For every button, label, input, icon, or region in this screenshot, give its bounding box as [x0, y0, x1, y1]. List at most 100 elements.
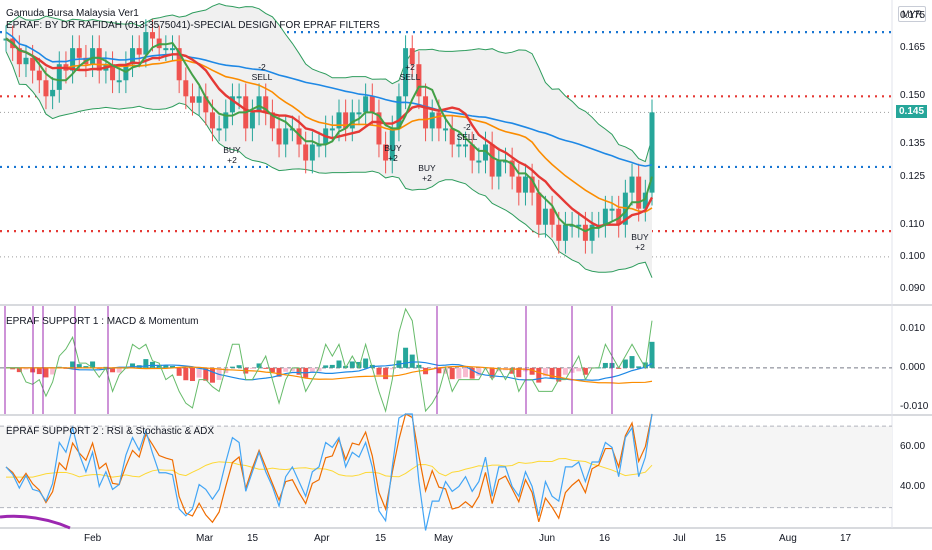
candle-body — [30, 57, 36, 71]
candle-body — [196, 96, 202, 103]
macd-histogram-bar — [23, 367, 29, 370]
candle-body — [629, 176, 635, 193]
candle-body — [276, 128, 282, 145]
macd-histogram-bar — [283, 367, 289, 372]
candle-body — [476, 160, 482, 163]
candle-body — [263, 96, 269, 113]
candle-body — [169, 48, 175, 51]
macd-histogram-bar — [436, 367, 442, 374]
macd-histogram-bar — [223, 367, 229, 374]
candle-body — [542, 208, 548, 225]
candle-body — [76, 48, 82, 58]
macd-histogram-bar — [316, 367, 322, 372]
macd-histogram-bar — [509, 367, 515, 374]
macd-histogram-bar — [70, 361, 76, 368]
candle-body — [209, 112, 215, 129]
candle-body — [582, 224, 588, 241]
macd-histogram-bar — [649, 341, 655, 368]
signal-label: -2 SELL — [456, 122, 478, 142]
candle-body — [403, 48, 409, 97]
candle-body — [456, 144, 462, 147]
candle-body — [216, 128, 222, 131]
macd-histogram-bar — [469, 367, 475, 379]
candle-body — [549, 208, 555, 225]
bollinger-lower — [5, 51, 653, 278]
candle-body — [576, 224, 582, 227]
macd-histogram-bar — [289, 367, 295, 372]
rsi-axis-label: 60.00 — [900, 440, 926, 452]
macd-histogram-bar — [176, 367, 182, 376]
stochastic-line — [5, 413, 653, 531]
signal-label: BUY +2 — [223, 145, 241, 165]
candle-body — [130, 48, 136, 65]
rsi-purple-line — [0, 514, 71, 530]
candle-body — [23, 57, 29, 65]
macd-histogram-bar — [130, 363, 136, 368]
candle-body — [163, 48, 169, 51]
macd-histogram-bar — [116, 367, 122, 373]
candle-body — [150, 32, 156, 39]
candle-body — [556, 224, 562, 241]
candle-body — [36, 70, 42, 81]
macd-histogram-bar — [309, 367, 315, 373]
signal-label: BUY +2 — [418, 163, 436, 183]
macd-histogram-bar — [556, 367, 562, 382]
candle-body — [229, 96, 235, 113]
candle-body — [489, 144, 495, 177]
macd-histogram-bar — [549, 367, 555, 379]
candle-body — [50, 89, 56, 97]
macd-histogram-bar — [582, 367, 588, 375]
price-axis-label: 0.165 — [900, 42, 926, 54]
candle-body — [376, 112, 382, 145]
candle-body — [602, 208, 608, 225]
macd-histogram-bar — [389, 367, 395, 370]
candle-body — [649, 112, 655, 193]
macd-histogram-bar — [629, 356, 635, 368]
macd-histogram-bar — [622, 359, 628, 368]
candle-body — [329, 128, 335, 131]
macd-histogram-bar — [36, 367, 42, 375]
macd-histogram-bar — [356, 361, 362, 368]
candle-body — [16, 48, 22, 65]
signal-label: -2 SELL — [251, 62, 273, 82]
candle-body — [589, 224, 595, 241]
macd-histogram-bar — [143, 359, 149, 368]
candle-body — [469, 144, 475, 161]
macd-line — [6, 361, 653, 381]
macd-histogram-bar — [456, 367, 462, 379]
macd-histogram-bar — [336, 360, 342, 368]
price-axis-label: 0.135 — [900, 138, 926, 150]
candle-body — [642, 192, 648, 209]
signal-label: BUY +2 — [384, 143, 402, 163]
current-price-badge: 0.145 — [896, 105, 928, 119]
macd-histogram-bar — [329, 364, 335, 368]
candle-body — [183, 80, 189, 97]
price-axis-label: 0.110 — [900, 218, 925, 230]
macd-histogram-bar — [383, 367, 389, 380]
signal-label: BUY +2 — [631, 232, 649, 252]
macd-axis-label: 0.000 — [900, 361, 926, 373]
macd-histogram-bar — [376, 367, 382, 375]
rsi-band — [0, 426, 892, 508]
candle-body — [90, 48, 96, 65]
time-axis-label: Apr — [314, 533, 330, 544]
price-axis-label: 0.150 — [900, 90, 926, 102]
bollinger-fill — [6, 3, 652, 278]
time-axis-label: Jun — [539, 533, 556, 544]
candle-body — [616, 208, 622, 225]
macd-histogram-bar — [323, 365, 329, 368]
currency-button[interactable]: MYR — [898, 6, 926, 22]
candle-body — [236, 96, 242, 99]
candle-body — [449, 128, 455, 145]
candle-body — [223, 112, 229, 129]
macd-histogram-bar — [189, 367, 195, 382]
candle-body — [116, 80, 122, 83]
candle-body — [429, 112, 435, 129]
time-axis-label: 15 — [247, 533, 259, 544]
macd-histogram-bar — [423, 367, 429, 375]
ma-long-line — [5, 31, 653, 167]
macd-histogram-bar — [10, 367, 16, 370]
macd-histogram-bar — [263, 367, 269, 369]
macd-histogram-bar — [496, 367, 502, 372]
